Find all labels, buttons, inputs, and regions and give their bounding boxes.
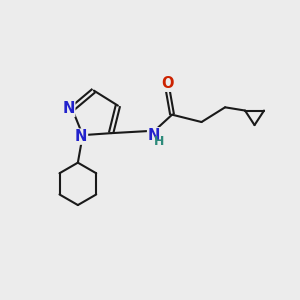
Text: N: N (75, 129, 87, 144)
Text: N: N (148, 128, 160, 143)
Text: N: N (62, 101, 75, 116)
Text: O: O (161, 76, 174, 91)
Text: H: H (154, 135, 165, 148)
